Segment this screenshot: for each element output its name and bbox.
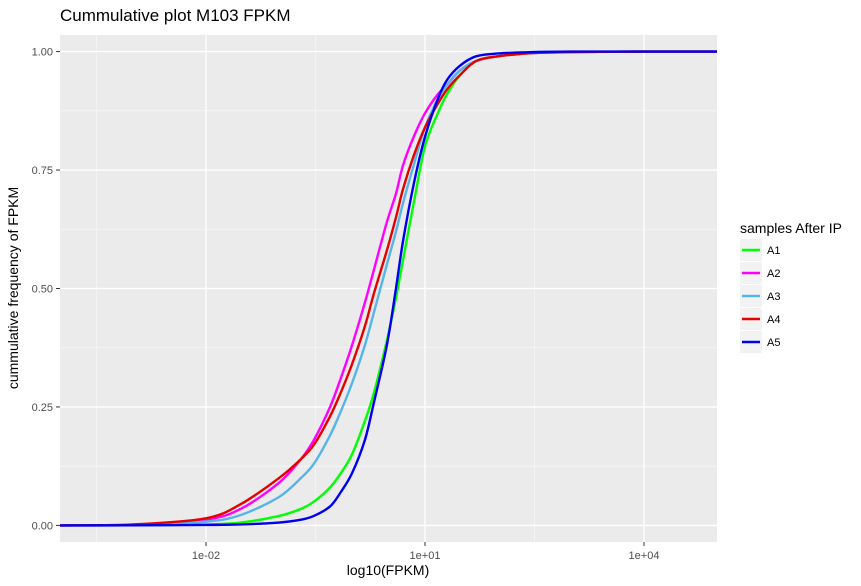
- y-tick-label: 0.00: [32, 520, 53, 532]
- legend-items: A1 A2 A3 A4 A5: [740, 239, 780, 353]
- series-line-a4: [59, 50, 717, 527]
- chart-title: Cummulative plot M103 FPKM: [60, 6, 291, 25]
- y-tick-label: 0.75: [32, 165, 53, 177]
- legend-label-a3: A3: [767, 291, 780, 303]
- legend-title: samples After IP: [740, 220, 842, 236]
- x-tick-label: 1e+04: [629, 550, 660, 562]
- legend-label-a1: A1: [767, 245, 780, 257]
- y-tick-label: 0.50: [32, 284, 53, 296]
- y-axis: 0.00 0.25 0.50 0.75 1.00: [32, 47, 60, 532]
- x-tick-label: 1e-02: [192, 550, 220, 562]
- x-tick-label: 1e+01: [410, 550, 441, 562]
- y-tick-label: 1.00: [32, 47, 53, 59]
- legend-label-a2: A2: [767, 268, 780, 280]
- x-axis: 1e-02 1e+01 1e+04: [192, 542, 660, 562]
- y-tick-label: 0.25: [32, 402, 53, 414]
- series-line-a5: [59, 50, 717, 527]
- legend-label-a5: A5: [767, 337, 780, 349]
- legend-label-a4: A4: [767, 314, 780, 326]
- legend: samples After IP A1 A2 A3 A4 A5: [740, 220, 842, 353]
- x-axis-title: log10(FPKM): [347, 562, 429, 578]
- y-axis-title: cummulative frequency of FPKM: [5, 187, 21, 389]
- series-lines: [59, 50, 717, 527]
